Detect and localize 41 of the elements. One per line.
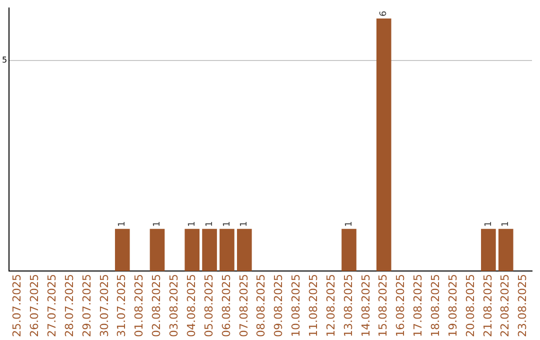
x-tick-label: 26.07.2025 <box>28 274 42 338</box>
x-tick-label: 06.08.2025 <box>220 274 233 338</box>
x-tick-label: 22.08.2025 <box>498 274 512 338</box>
data-label: 1 <box>204 221 215 227</box>
x-tick-label: 02.08.2025 <box>150 274 164 338</box>
x-tick-label: 14.08.2025 <box>359 274 372 338</box>
data-label: 6 <box>379 10 390 17</box>
x-tick-label: 17.08.2025 <box>412 274 425 338</box>
data-label: 1 <box>240 221 250 227</box>
x-tick-label: 28.07.2025 <box>62 274 76 338</box>
x-tick-label: 10.08.2025 <box>290 274 303 338</box>
data-label: 1 <box>152 221 163 227</box>
x-tick-label: 03.08.2025 <box>168 274 181 338</box>
x-tick-label: 13.08.2025 <box>342 274 355 338</box>
data-label: 1 <box>484 221 494 227</box>
x-tick-label: 29.07.2025 <box>80 274 94 338</box>
x-tick-label: 19.08.2025 <box>446 274 460 338</box>
data-label: 1 <box>501 221 512 227</box>
x-tick-label: 31.07.2025 <box>115 274 128 338</box>
x-tick-label: 25.07.2025 <box>10 274 24 338</box>
x-tick-label: 11.08.2025 <box>306 274 320 338</box>
data-label: 1 <box>222 221 232 227</box>
x-tick-label: 27.07.2025 <box>46 274 59 338</box>
x-tick-label: 01.08.2025 <box>132 274 146 338</box>
x-tick-label: 20.08.2025 <box>464 274 477 338</box>
x-tick-label: 07.08.2025 <box>237 274 250 338</box>
data-label: 1 <box>118 221 128 227</box>
x-tick-label: 23.08.2025 <box>516 274 530 338</box>
x-tick-label: 04.08.2025 <box>184 274 198 338</box>
x-tick-label: 09.08.2025 <box>272 274 286 338</box>
data-label: 1 <box>187 221 198 227</box>
x-tick-label: 18.08.2025 <box>428 274 442 338</box>
y-tick-label: 5 <box>2 56 8 65</box>
x-tick-label: 16.08.2025 <box>394 274 408 338</box>
x-tick-label: 08.08.2025 <box>254 274 268 338</box>
x-tick-label: 12.08.2025 <box>324 274 338 338</box>
x-tick-label: 05.08.2025 <box>202 274 216 338</box>
x-tick-label: 21.08.2025 <box>481 274 494 338</box>
x-tick-label: 15.08.2025 <box>376 274 390 338</box>
data-label: 1 <box>344 221 354 227</box>
x-tick-label: 30.07.2025 <box>98 274 111 338</box>
